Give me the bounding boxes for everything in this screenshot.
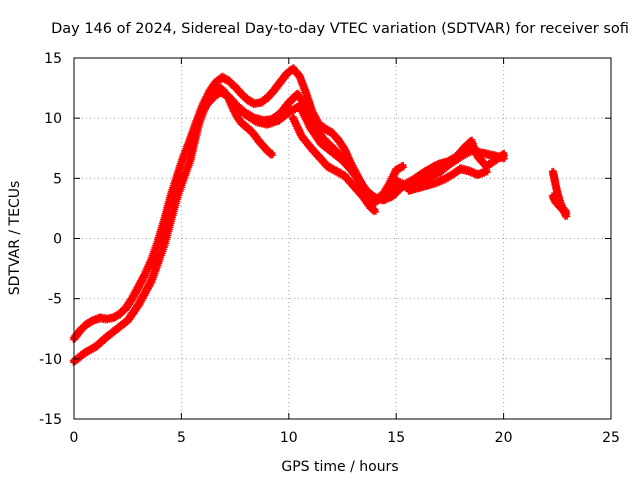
series-track-e bbox=[288, 113, 380, 216]
data-point bbox=[398, 161, 407, 171]
y-tick-label: 0 bbox=[53, 232, 62, 248]
data-point bbox=[499, 149, 508, 159]
series-track-a bbox=[69, 83, 276, 366]
x-axis-label: GPS time / hours bbox=[281, 459, 398, 475]
data-point bbox=[295, 101, 314, 131]
data-point bbox=[482, 166, 491, 176]
x-tick-label: 0 bbox=[70, 430, 79, 446]
data-points bbox=[69, 64, 571, 366]
x-tick-label: 5 bbox=[177, 430, 186, 446]
y-tick-label: 5 bbox=[53, 171, 62, 187]
series-track-g bbox=[404, 164, 491, 195]
x-tick-label: 25 bbox=[602, 430, 620, 446]
data-point bbox=[349, 167, 368, 192]
y-tick-label: -5 bbox=[48, 292, 62, 308]
y-tick-label: -15 bbox=[39, 412, 62, 428]
chart-title: Day 146 of 2024, Sidereal Day-to-day VTE… bbox=[51, 21, 629, 37]
data-point bbox=[301, 101, 319, 127]
series-track-i bbox=[548, 191, 571, 217]
x-tick-label: 20 bbox=[495, 430, 513, 446]
data-point bbox=[288, 113, 306, 139]
data-point bbox=[561, 207, 571, 217]
y-tick-label: -10 bbox=[39, 352, 62, 368]
x-tick-label: 15 bbox=[387, 430, 405, 446]
series-track-f bbox=[392, 136, 508, 192]
y-axis-label: SDTVAR / TECUs bbox=[7, 181, 23, 296]
y-tick-label: 15 bbox=[44, 51, 62, 67]
grid-lines bbox=[74, 58, 611, 419]
data-point bbox=[166, 173, 181, 201]
x-tick-label: 10 bbox=[280, 430, 298, 446]
data-point bbox=[370, 206, 380, 216]
tick-labels: 0 5 10 15 20 25 -15 -10 -5 0 5 10 15 bbox=[39, 51, 620, 446]
axis-ticks bbox=[73, 57, 612, 420]
data-point bbox=[267, 149, 276, 159]
y-tick-label: 10 bbox=[44, 111, 62, 127]
data-point bbox=[172, 154, 188, 181]
